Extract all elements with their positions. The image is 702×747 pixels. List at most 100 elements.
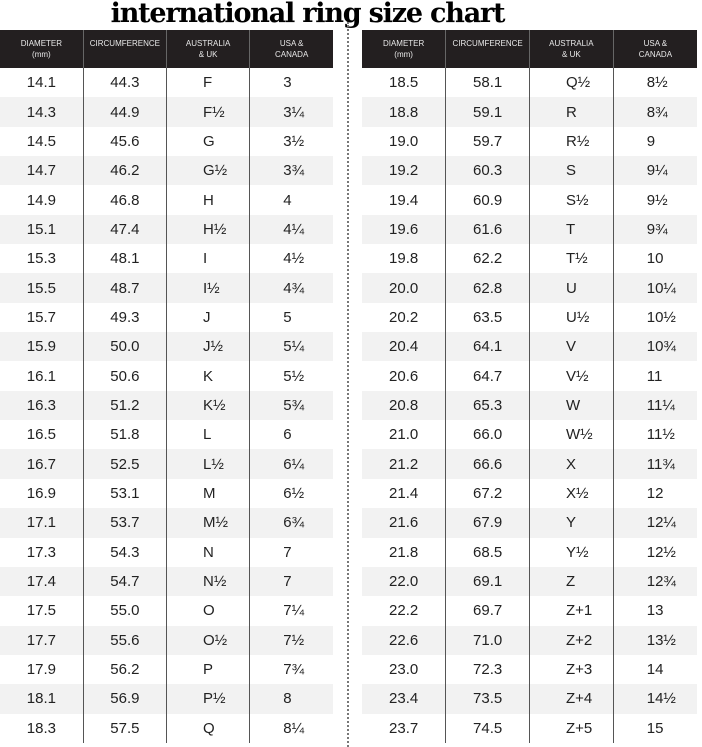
column-header-usa-canada: USA & CANADA: [612, 30, 697, 68]
cell-usa-canada: 11¼: [612, 390, 697, 421]
cell-usa-canada: 7½: [249, 625, 333, 655]
cell-usa-canada: 3½: [249, 126, 333, 157]
cell-australia-uk: Z: [529, 566, 614, 597]
header-line: AUSTRALIA: [549, 39, 594, 48]
cell-australia-uk: Q: [165, 713, 250, 743]
cell-australia-uk: S½: [529, 185, 614, 215]
cell-circumference: 55.6: [82, 625, 167, 655]
cell-circumference: 61.6: [445, 214, 530, 245]
cell-circumference: 51.2: [82, 390, 167, 421]
cell-circumference: 44.9: [82, 97, 167, 127]
cell-diameter: 15.9: [0, 332, 84, 362]
cell-usa-canada: 4¾: [249, 273, 333, 303]
cell-usa-canada: 10: [612, 244, 697, 274]
cell-usa-canada: 12: [612, 478, 697, 509]
cell-circumference: 49.3: [82, 302, 167, 333]
header-row: DIAMETER (mm) CIRCUMFERENCE AUSTRALIA & UK US…: [0, 30, 333, 68]
table-row: 22.0 69.1 Z 12¾: [362, 566, 697, 597]
cell-usa-canada: 8¼: [249, 713, 333, 743]
cell-australia-uk: G: [165, 126, 250, 157]
cell-circumference: 48.7: [82, 273, 167, 303]
cell-circumference: 54.7: [82, 566, 167, 597]
cell-diameter: 21.8: [389, 543, 419, 561]
cell-diameter: 19.8: [389, 250, 419, 268]
cell-australia-uk: J½: [165, 332, 250, 362]
cell-circumference: 55.0: [82, 596, 167, 626]
table-row: 20.6 64.7 V½ 11: [362, 361, 697, 391]
header-line: CIRCUMFERENCE: [89, 39, 160, 48]
cell-diameter: 15.5: [0, 273, 84, 303]
table-row: 20.4 64.1 V 10¾: [362, 332, 697, 362]
cell-circumference: 69.7: [445, 596, 530, 626]
cell-usa-canada: 6¾: [249, 508, 333, 538]
cell-circumference: 63.5: [445, 302, 530, 333]
cell-diameter: 17.7: [0, 625, 84, 655]
cell-diameter: 21.0: [389, 426, 419, 444]
cell-circumference: 51.8: [82, 420, 167, 450]
cell-circumference: 54.3: [82, 537, 167, 567]
cell-diameter: 23.4: [362, 684, 446, 714]
cell-australia-uk: F: [165, 68, 250, 98]
cell-australia-uk: V½: [529, 361, 614, 391]
cell-diameter: 21.4: [389, 484, 419, 502]
table-row: 22.6 71.0 Z+2 13½: [362, 625, 697, 655]
cell-australia-uk: N½: [165, 566, 250, 597]
cell-diameter: 14.7: [0, 156, 84, 186]
cell-diameter: 15.7: [26, 308, 56, 326]
table-row: 16.9 53.1 M 6½: [0, 478, 333, 509]
cell-usa-canada: 3: [249, 68, 333, 98]
cell-circumference: 62.2: [445, 244, 530, 274]
cell-circumference: 53.7: [82, 508, 167, 538]
cell-circumference: 60.3: [445, 156, 530, 186]
cell-circumference: 56.9: [82, 684, 167, 714]
cell-circumference: 74.5: [445, 713, 530, 743]
cell-diameter: 15.3: [26, 250, 56, 268]
column-header-circumference: CIRCUMFERENCE: [445, 30, 530, 68]
cell-diameter: 17.1: [0, 508, 84, 538]
cell-circumference: 56.2: [82, 654, 167, 685]
cell-australia-uk: R½: [529, 126, 614, 157]
cell-usa-canada: 7: [249, 566, 333, 597]
cell-australia-uk: F½: [165, 97, 250, 127]
cell-diameter: 19.2: [362, 156, 446, 186]
cell-circumference: 73.5: [445, 684, 530, 714]
cell-circumference: 72.3: [445, 654, 530, 685]
cell-diameter: 23.0: [389, 661, 419, 679]
cell-australia-uk: V: [529, 332, 614, 362]
cell-australia-uk: L½: [165, 449, 250, 479]
table-row: 21.2 66.6 X 11¾: [362, 449, 697, 479]
cell-circumference: 59.1: [445, 97, 530, 127]
table-row: 15.7 49.3 J 5: [0, 302, 333, 333]
cell-australia-uk: M: [165, 478, 250, 509]
cell-usa-canada: 10¾: [612, 332, 697, 362]
cell-usa-canada: 12¾: [612, 566, 697, 597]
header-line: AUSTRALIA: [185, 39, 231, 48]
cell-diameter: 18.1: [0, 684, 84, 714]
table-row: 19.2 60.3 S 9¼: [362, 156, 697, 186]
cell-circumference: 66.6: [445, 449, 530, 479]
cell-circumference: 64.7: [445, 361, 530, 391]
cell-usa-canada: 6¼: [249, 449, 333, 479]
column-header-usa-canada: USA & CANADA: [249, 30, 333, 68]
cell-australia-uk: Z+3: [529, 654, 614, 685]
cell-usa-canada: 12½: [612, 537, 697, 567]
cell-australia-uk: O: [165, 596, 250, 626]
table-row: 18.1 56.9 P½ 8: [0, 684, 333, 714]
cell-australia-uk: Z+4: [529, 684, 614, 714]
cell-usa-canada: 7¼: [249, 596, 333, 626]
table-row: 22.2 69.7 Z+1 13: [362, 596, 697, 626]
cell-circumference: 68.5: [445, 537, 530, 567]
column-header-australia-uk: AUSTRALIA & UK: [165, 30, 250, 68]
cell-australia-uk: Z+5: [529, 713, 614, 743]
cell-usa-canada: 9: [612, 126, 697, 157]
cell-australia-uk: Y: [529, 508, 614, 538]
cell-usa-canada: 11½: [612, 420, 697, 450]
cell-circumference: 64.1: [445, 332, 530, 362]
cell-circumference: 46.8: [82, 185, 167, 215]
table-row: 18.5 58.1 Q½ 8½: [362, 68, 697, 98]
header-line: USA &: [279, 39, 304, 48]
cell-circumference: 60.9: [445, 185, 530, 215]
column-header-diameter: DIAMETER (mm): [362, 30, 446, 68]
table-row: 15.1 47.4 H½ 4¼: [0, 214, 333, 245]
header-line: (mm): [32, 50, 51, 59]
